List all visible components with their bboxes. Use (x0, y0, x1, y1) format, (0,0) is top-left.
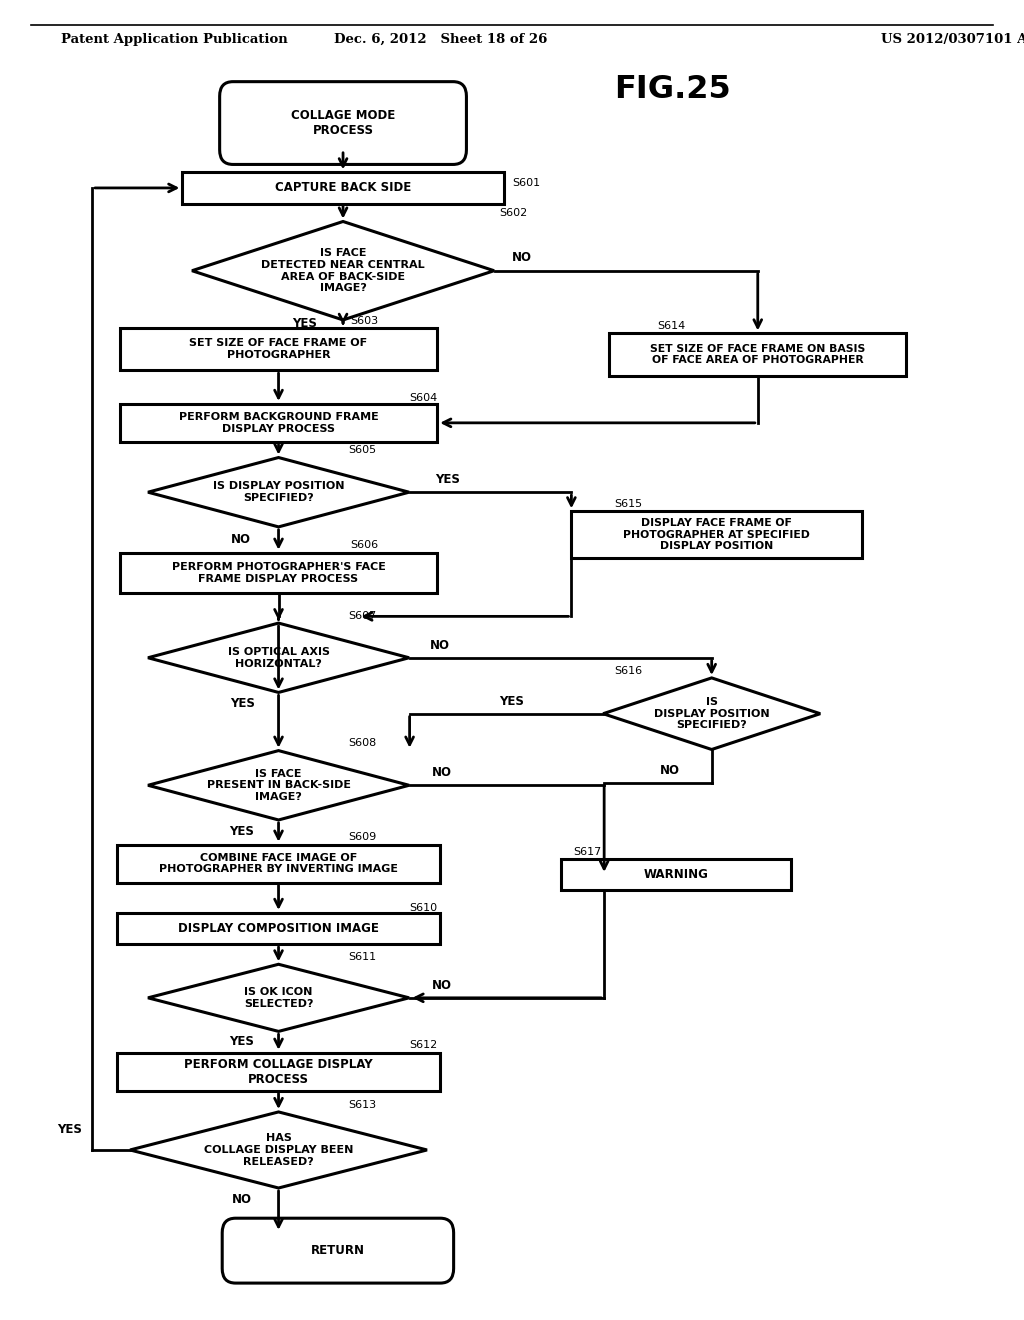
Polygon shape (603, 678, 820, 750)
Text: CAPTURE BACK SIDE: CAPTURE BACK SIDE (274, 181, 412, 194)
Text: S615: S615 (614, 499, 642, 510)
Text: YES: YES (229, 1035, 254, 1048)
Bar (120, 553, 437, 593)
Text: S609: S609 (348, 833, 377, 842)
Text: NO: NO (230, 533, 251, 545)
Bar (571, 511, 862, 558)
Text: NO: NO (231, 1193, 252, 1205)
Text: YES: YES (500, 694, 524, 708)
Polygon shape (130, 1111, 427, 1188)
Text: Patent Application Publication: Patent Application Publication (61, 33, 288, 46)
Text: IS OPTICAL AXIS
HORIZONTAL?: IS OPTICAL AXIS HORIZONTAL? (227, 647, 330, 668)
Bar (120, 327, 437, 371)
Text: YES: YES (292, 317, 316, 330)
Text: IS
DISPLAY POSITION
SPECIFIED?: IS DISPLAY POSITION SPECIFIED? (654, 697, 769, 730)
Bar (182, 173, 505, 203)
Polygon shape (193, 222, 495, 319)
Text: PERFORM COLLAGE DISPLAY
PROCESS: PERFORM COLLAGE DISPLAY PROCESS (184, 1057, 373, 1085)
Text: IS FACE
DETECTED NEAR CENTRAL
AREA OF BACK-SIDE
IMAGE?: IS FACE DETECTED NEAR CENTRAL AREA OF BA… (261, 248, 425, 293)
Text: S603: S603 (350, 315, 378, 326)
Text: S604: S604 (410, 393, 438, 403)
Text: S605: S605 (348, 445, 376, 455)
Bar (118, 913, 440, 944)
Text: YES: YES (57, 1123, 82, 1137)
Text: NO: NO (432, 767, 453, 780)
Bar (609, 334, 906, 376)
Text: NO: NO (512, 251, 532, 264)
Text: HAS
COLLAGE DISPLAY BEEN
RELEASED?: HAS COLLAGE DISPLAY BEEN RELEASED? (204, 1134, 353, 1167)
Text: NO: NO (432, 979, 453, 993)
Text: S613: S613 (348, 1100, 376, 1110)
Text: S616: S616 (614, 665, 642, 676)
Text: S602: S602 (500, 209, 528, 218)
Text: IS DISPLAY POSITION
SPECIFIED?: IS DISPLAY POSITION SPECIFIED? (213, 482, 344, 503)
Text: S612: S612 (410, 1040, 438, 1051)
Polygon shape (148, 458, 410, 527)
Text: IS OK ICON
SELECTED?: IS OK ICON SELECTED? (244, 987, 313, 1008)
Text: WARNING: WARNING (643, 869, 709, 882)
Text: PERFORM BACKGROUND FRAME
DISPLAY PROCESS: PERFORM BACKGROUND FRAME DISPLAY PROCESS (178, 412, 379, 434)
Text: S607: S607 (348, 611, 377, 620)
FancyBboxPatch shape (222, 1218, 454, 1283)
Text: IS FACE
PRESENT IN BACK-SIDE
IMAGE?: IS FACE PRESENT IN BACK-SIDE IMAGE? (207, 768, 350, 801)
Bar (120, 404, 437, 442)
FancyBboxPatch shape (220, 82, 467, 165)
Text: S611: S611 (348, 952, 376, 962)
Text: S610: S610 (410, 903, 437, 913)
Polygon shape (148, 965, 410, 1031)
Text: SET SIZE OF FACE FRAME ON BASIS
OF FACE AREA OF PHOTOGRAPHER: SET SIZE OF FACE FRAME ON BASIS OF FACE … (650, 343, 865, 366)
Bar (118, 1052, 440, 1090)
Text: S606: S606 (350, 540, 378, 550)
Text: DISPLAY COMPOSITION IMAGE: DISPLAY COMPOSITION IMAGE (178, 921, 379, 935)
Text: YES: YES (230, 697, 255, 710)
Text: US 2012/0307101 A1: US 2012/0307101 A1 (881, 33, 1024, 46)
Text: COMBINE FACE IMAGE OF
PHOTOGRAPHER BY INVERTING IMAGE: COMBINE FACE IMAGE OF PHOTOGRAPHER BY IN… (159, 853, 398, 874)
Polygon shape (148, 751, 410, 820)
Polygon shape (148, 623, 410, 693)
Text: NO: NO (430, 639, 451, 652)
Text: S617: S617 (573, 847, 602, 857)
Text: FIG.25: FIG.25 (614, 74, 731, 106)
Text: Dec. 6, 2012   Sheet 18 of 26: Dec. 6, 2012 Sheet 18 of 26 (334, 33, 547, 46)
Text: YES: YES (229, 825, 254, 838)
Text: S608: S608 (348, 738, 377, 748)
Text: NO: NO (659, 764, 680, 777)
Text: YES: YES (435, 474, 460, 486)
Text: SET SIZE OF FACE FRAME OF
PHOTOGRAPHER: SET SIZE OF FACE FRAME OF PHOTOGRAPHER (189, 338, 368, 360)
Bar (561, 859, 791, 891)
Text: PERFORM PHOTOGRAPHER'S FACE
FRAME DISPLAY PROCESS: PERFORM PHOTOGRAPHER'S FACE FRAME DISPLA… (172, 562, 385, 583)
Text: S601: S601 (512, 178, 540, 187)
Bar (118, 845, 440, 883)
Text: DISPLAY FACE FRAME OF
PHOTOGRAPHER AT SPECIFIED
DISPLAY POSITION: DISPLAY FACE FRAME OF PHOTOGRAPHER AT SP… (624, 519, 810, 552)
Text: RETURN: RETURN (311, 1245, 365, 1257)
Text: COLLAGE MODE
PROCESS: COLLAGE MODE PROCESS (291, 110, 395, 137)
Text: S614: S614 (657, 321, 686, 331)
